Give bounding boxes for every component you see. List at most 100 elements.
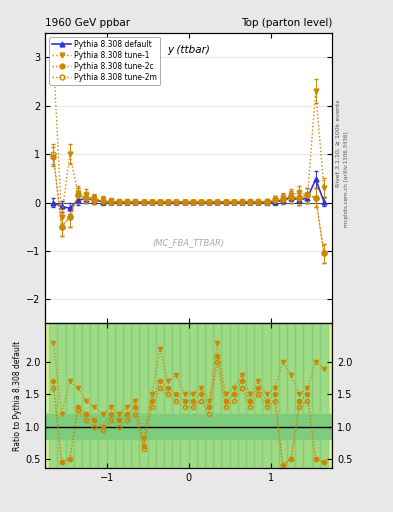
Pythia 8.308 tune-1 <box>223 199 228 205</box>
Pythia 8.308 default <box>158 199 162 205</box>
Pythia 8.308 tune-2c <box>108 199 113 205</box>
Pythia 8.308 tune-1 <box>75 190 80 196</box>
Pythia 8.308 tune-2m <box>158 199 162 205</box>
Pythia 8.308 default <box>190 199 195 205</box>
Pythia 8.308 default <box>141 199 146 205</box>
Pythia 8.308 tune-2c <box>125 199 130 205</box>
Pythia 8.308 tune-2c <box>92 197 97 203</box>
Pythia 8.308 tune-2c <box>190 199 195 205</box>
Pythia 8.308 tune-1 <box>240 199 244 205</box>
Pythia 8.308 tune-2c <box>281 196 285 202</box>
Pythia 8.308 default <box>207 199 211 205</box>
Pythia 8.308 tune-2m <box>231 199 236 205</box>
Pythia 8.308 tune-1 <box>313 88 318 94</box>
Pythia 8.308 tune-2c <box>240 199 244 205</box>
Pythia 8.308 default <box>166 199 171 205</box>
Pythia 8.308 tune-1 <box>264 199 269 205</box>
Pythia 8.308 tune-2c <box>182 199 187 205</box>
Pythia 8.308 default <box>297 197 302 203</box>
Pythia 8.308 tune-2c <box>133 199 138 205</box>
Pythia 8.308 tune-2c <box>174 199 179 205</box>
Pythia 8.308 default <box>51 200 56 206</box>
Pythia 8.308 default <box>289 195 294 201</box>
Pythia 8.308 tune-2c <box>231 199 236 205</box>
Pythia 8.308 tune-2m <box>281 196 285 202</box>
Pythia 8.308 default <box>215 199 220 205</box>
Text: mcplots.cern.ch [arXiv:1306.3436]: mcplots.cern.ch [arXiv:1306.3436] <box>344 132 349 227</box>
Pythia 8.308 tune-2m <box>321 250 326 257</box>
Pythia 8.308 default <box>92 197 97 203</box>
Pythia 8.308 tune-2c <box>149 199 154 205</box>
Pythia 8.308 tune-1 <box>248 199 252 205</box>
Pythia 8.308 tune-2c <box>141 199 146 205</box>
Text: 1960 GeV ppbar: 1960 GeV ppbar <box>45 18 130 28</box>
Pythia 8.308 tune-2m <box>297 195 302 201</box>
Legend: Pythia 8.308 default, Pythia 8.308 tune-1, Pythia 8.308 tune-2c, Pythia 8.308 tu: Pythia 8.308 default, Pythia 8.308 tune-… <box>49 37 160 85</box>
Pythia 8.308 tune-2m <box>125 199 130 205</box>
Pythia 8.308 tune-1 <box>92 196 97 202</box>
Pythia 8.308 tune-1 <box>59 214 64 220</box>
Pythia 8.308 default <box>108 199 113 205</box>
Pythia 8.308 tune-1 <box>215 199 220 205</box>
Pythia 8.308 tune-2c <box>198 199 203 205</box>
Pythia 8.308 tune-2c <box>68 214 72 220</box>
Pythia 8.308 default <box>133 199 138 205</box>
Pythia 8.308 tune-2m <box>141 199 146 205</box>
Pythia 8.308 tune-2m <box>272 197 277 203</box>
Pythia 8.308 tune-2c <box>297 195 302 201</box>
Pythia 8.308 default <box>68 205 72 211</box>
Pythia 8.308 tune-1 <box>174 199 179 205</box>
Pythia 8.308 tune-2c <box>75 192 80 198</box>
Pythia 8.308 tune-1 <box>272 197 277 203</box>
Pythia 8.308 tune-2c <box>51 154 56 160</box>
Pythia 8.308 default <box>149 199 154 205</box>
Pythia 8.308 tune-2m <box>207 199 211 205</box>
Pythia 8.308 tune-1 <box>166 199 171 205</box>
Pythia 8.308 tune-2m <box>166 199 171 205</box>
Pythia 8.308 tune-2m <box>248 199 252 205</box>
Pythia 8.308 default <box>248 199 252 205</box>
Pythia 8.308 default <box>281 197 285 203</box>
Pythia 8.308 tune-2m <box>256 199 261 205</box>
Pythia 8.308 tune-2c <box>305 192 310 198</box>
Pythia 8.308 default <box>75 197 80 203</box>
Pythia 8.308 tune-2m <box>240 199 244 205</box>
Pythia 8.308 default <box>264 199 269 205</box>
Pythia 8.308 default <box>256 199 261 205</box>
Pythia 8.308 tune-2m <box>305 192 310 198</box>
Pythia 8.308 tune-1 <box>256 199 261 205</box>
Pythia 8.308 tune-2m <box>51 151 56 157</box>
Pythia 8.308 tune-2m <box>313 195 318 201</box>
Pythia 8.308 tune-2c <box>256 199 261 205</box>
Pythia 8.308 default <box>240 199 244 205</box>
Pythia 8.308 tune-1 <box>125 199 130 205</box>
Pythia 8.308 tune-2m <box>198 199 203 205</box>
Pythia 8.308 tune-1 <box>281 195 285 201</box>
Pythia 8.308 tune-2c <box>272 197 277 203</box>
Pythia 8.308 default <box>313 176 318 182</box>
Pythia 8.308 default <box>321 199 326 205</box>
Pythia 8.308 tune-1 <box>297 190 302 196</box>
Pythia 8.308 default <box>305 195 310 201</box>
Pythia 8.308 default <box>198 199 203 205</box>
Pythia 8.308 tune-2m <box>59 224 64 230</box>
Text: Rivet 3.1.10, ≥ 100k events: Rivet 3.1.10, ≥ 100k events <box>336 99 341 187</box>
Pythia 8.308 default <box>84 196 88 202</box>
Pythia 8.308 tune-2m <box>174 199 179 205</box>
Pythia 8.308 tune-2c <box>158 199 162 205</box>
Pythia 8.308 default <box>117 199 121 205</box>
Pythia 8.308 default <box>272 199 277 205</box>
Pythia 8.308 default <box>182 199 187 205</box>
Pythia 8.308 default <box>223 199 228 205</box>
Text: y (ttbar): y (ttbar) <box>167 45 210 55</box>
Pythia 8.308 tune-2c <box>321 250 326 257</box>
Pythia 8.308 tune-1 <box>305 192 310 198</box>
Pythia 8.308 tune-2c <box>207 199 211 205</box>
Text: Top (parton level): Top (parton level) <box>241 18 332 28</box>
Pythia 8.308 tune-1 <box>141 199 146 205</box>
Pythia 8.308 tune-2c <box>289 194 294 200</box>
Pythia 8.308 tune-2c <box>166 199 171 205</box>
Pythia 8.308 default <box>100 199 105 205</box>
Line: Pythia 8.308 tune-2m: Pythia 8.308 tune-2m <box>51 152 326 255</box>
Line: Pythia 8.308 tune-2c: Pythia 8.308 tune-2c <box>51 154 326 255</box>
